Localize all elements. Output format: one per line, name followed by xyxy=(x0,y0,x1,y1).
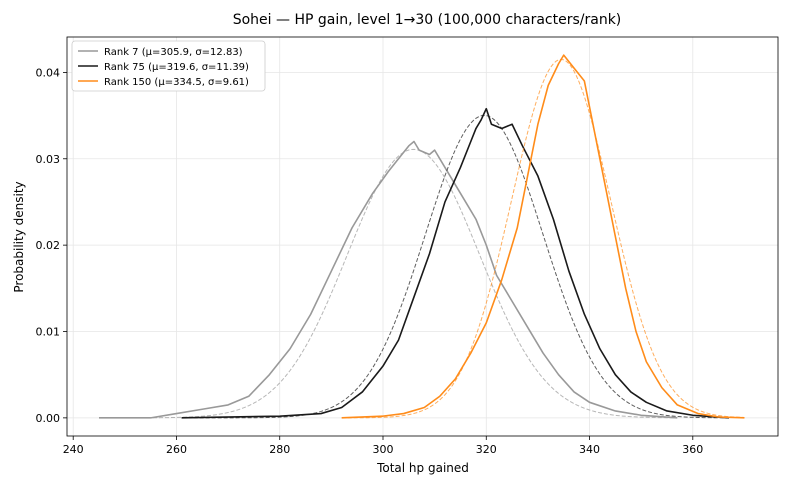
legend-label-rank-7: Rank 7 (μ=305.9, σ=12.83) xyxy=(104,47,243,58)
y-tick-label: 0.04 xyxy=(36,66,61,79)
normal-fit-curve-1 xyxy=(181,114,729,419)
normal-fit-curve-0 xyxy=(99,148,678,419)
normal-fit-curve-2 xyxy=(341,58,745,419)
y-tick-label: 0.03 xyxy=(36,153,61,166)
density-line-0 xyxy=(99,140,678,419)
legend-label-rank-150: Rank 150 (μ=334.5, σ=9.61) xyxy=(104,77,249,88)
x-tick-label: 260 xyxy=(166,443,187,456)
y-tick-label: 0.00 xyxy=(36,412,61,425)
legend-box xyxy=(71,40,266,92)
x-tick-label: 280 xyxy=(269,443,290,456)
y-axis-label: Probability density xyxy=(12,181,26,292)
x-tick-label: 320 xyxy=(476,443,497,456)
legend-label-rank-75: Rank 75 (μ=319.6, σ=11.39) xyxy=(104,62,249,73)
x-tick-label: 340 xyxy=(579,443,600,456)
x-tick-label: 300 xyxy=(373,443,394,456)
y-tick-label: 0.01 xyxy=(36,326,61,339)
x-tick-label: 360 xyxy=(682,443,703,456)
y-tick-label: 0.02 xyxy=(36,239,61,252)
plot-frame xyxy=(66,36,779,437)
x-tick-label: 240 xyxy=(63,443,84,456)
legend: Rank 7 (μ=305.9, σ=12.83) Rank 75 (μ=319… xyxy=(71,40,266,92)
ticks: 240 260 280 300 320 340 360 0.00 0.01 0.02 0.03 0.0… xyxy=(36,66,704,456)
x-axis-label: Total hp gained xyxy=(376,461,469,475)
chart-title: Sohei — HP gain, level 1→30 (100,000 cha… xyxy=(233,12,622,28)
density-line-1 xyxy=(181,107,730,419)
density-line-2 xyxy=(341,54,745,419)
series-layer xyxy=(99,54,745,419)
